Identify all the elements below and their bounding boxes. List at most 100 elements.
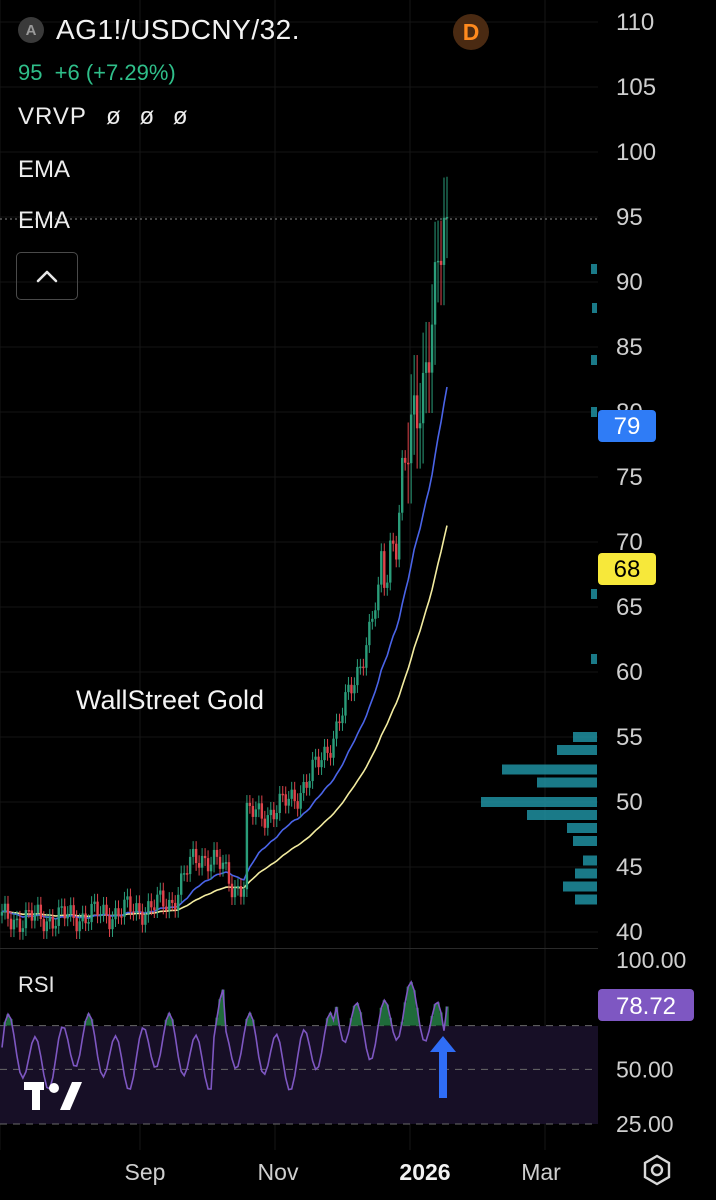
candle-body xyxy=(135,903,138,913)
collapse-legend-button[interactable] xyxy=(16,252,78,300)
volume-profile-bar xyxy=(591,407,597,417)
candle-body xyxy=(359,666,362,669)
candle-body xyxy=(245,802,249,890)
volume-profile-bar xyxy=(575,894,597,905)
chart-text-label[interactable]: WallStreet Gold xyxy=(76,685,265,715)
volume-profile-bar xyxy=(592,303,597,313)
candle-body xyxy=(323,746,326,761)
candle-body xyxy=(162,890,165,907)
rsi-indicator-label[interactable]: RSI xyxy=(18,972,55,997)
candle-body xyxy=(72,905,75,919)
candle-body xyxy=(117,908,120,917)
candle-body xyxy=(418,423,422,429)
candle-body xyxy=(171,899,174,903)
candle-body xyxy=(439,260,443,265)
candle-body xyxy=(254,809,258,817)
settings-icon[interactable] xyxy=(640,1153,674,1187)
indicator-vrvp[interactable]: VRVP ø ø ø xyxy=(18,103,194,131)
candle-body xyxy=(179,873,183,895)
candle-body xyxy=(272,809,275,820)
price-tick-label: 65 xyxy=(616,594,643,621)
candle-body xyxy=(395,543,398,560)
candle-body xyxy=(24,910,28,929)
ema-fast-line xyxy=(1,386,448,920)
price-marker-label: 68 xyxy=(614,556,641,583)
candle-body xyxy=(433,262,437,325)
volume-profile-bar xyxy=(481,797,597,807)
candle-body xyxy=(33,913,37,921)
last-price: 95 xyxy=(18,60,43,85)
price-tick-label: 60 xyxy=(616,659,643,686)
candle-body xyxy=(188,856,192,875)
candle-body xyxy=(87,922,90,924)
price-tick-label: 75 xyxy=(616,464,643,491)
candle-body xyxy=(263,818,267,828)
candle-body xyxy=(293,789,296,802)
price-tick-label: 40 xyxy=(616,919,643,946)
interval-badge[interactable]: D xyxy=(453,14,489,50)
rsi-band xyxy=(0,1026,598,1124)
tradingview-logo-icon xyxy=(24,1082,82,1110)
candle-body xyxy=(6,903,10,919)
candle-body xyxy=(341,715,344,724)
volume-profile-bar xyxy=(502,764,597,775)
candle-body xyxy=(147,901,150,915)
symbol-row[interactable]: A AG1!/USDCNY/32. xyxy=(18,14,300,46)
candle-body xyxy=(296,801,299,809)
price-tick-label: 90 xyxy=(616,269,643,296)
candle-body xyxy=(21,928,25,932)
candle-body xyxy=(406,462,410,465)
price-tick-label: 45 xyxy=(616,854,643,881)
candle-body xyxy=(45,921,48,932)
volume-profile-bar xyxy=(583,855,597,866)
indicator-ema-1[interactable]: EMA xyxy=(18,156,70,184)
candle-body xyxy=(347,684,350,693)
indicator-label: EMA xyxy=(18,156,71,183)
candle-body xyxy=(177,894,180,910)
candle-body xyxy=(105,904,108,916)
volume-profile-bar xyxy=(591,654,597,664)
candle-body xyxy=(278,793,281,813)
time-axis-label: Sep xyxy=(125,1159,166,1185)
candle-body xyxy=(412,395,416,415)
candle-body xyxy=(30,910,34,921)
candle-body xyxy=(108,915,111,930)
candle-body xyxy=(311,759,314,782)
candle-body xyxy=(60,906,63,908)
symbol-title[interactable]: AG1!/USDCNY/32. xyxy=(56,14,301,45)
candle-body xyxy=(78,921,81,932)
candle-body xyxy=(27,910,31,912)
candle-body xyxy=(350,684,353,694)
price-change-pct: (+7.29%) xyxy=(85,60,176,85)
rsi-value-label: 78.72 xyxy=(616,993,676,1020)
up-arrow-icon xyxy=(430,1036,456,1098)
rsi-line xyxy=(1,980,448,1091)
candle-body xyxy=(371,618,374,622)
candle-body xyxy=(150,901,153,908)
candle-body xyxy=(191,848,195,857)
candle-body xyxy=(401,457,404,513)
price-tick-label: 110 xyxy=(616,9,654,36)
candle-body xyxy=(377,584,380,611)
price-tick-label: 105 xyxy=(616,74,656,101)
indicator-ema-2[interactable]: EMA xyxy=(18,207,70,235)
candle-body xyxy=(227,862,231,884)
candle-body xyxy=(326,746,329,753)
candle-body xyxy=(114,908,117,920)
rsi-value-badge xyxy=(598,989,694,1021)
candle-body xyxy=(430,324,434,373)
candle-body xyxy=(75,918,78,932)
candle-body xyxy=(9,918,13,930)
candle-body xyxy=(305,782,308,788)
candle-body xyxy=(368,621,371,646)
price-change: +6 xyxy=(54,60,80,85)
candle-body xyxy=(290,789,293,799)
candle-body xyxy=(90,903,93,923)
volume-profile-bar xyxy=(567,823,597,833)
candle-body xyxy=(54,925,57,929)
candle-body xyxy=(185,873,189,875)
candle-body xyxy=(332,738,335,758)
candle-body xyxy=(302,782,305,794)
candle-body xyxy=(248,802,252,806)
